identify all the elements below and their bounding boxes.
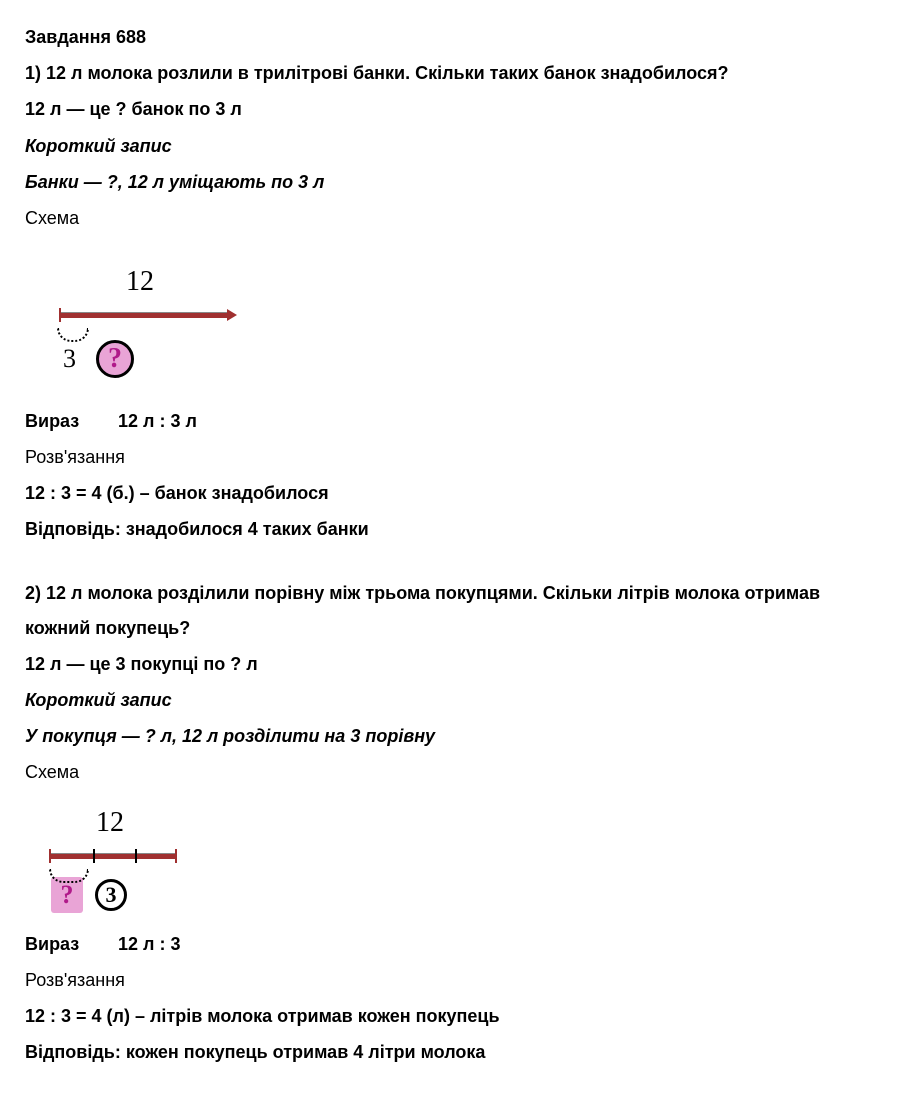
p1-diagram: 12 3 ? — [55, 255, 889, 384]
p1-line2: 12 л — це ? банок по 3 л — [25, 92, 889, 126]
p1-scheme-label: Схема — [25, 201, 889, 235]
task-title: Завдання 688 — [25, 20, 889, 54]
p1-expr: Вираз 12 л : 3 л — [25, 404, 889, 438]
p2-line2: 12 л — це 3 покупці по ? л — [25, 647, 889, 681]
p1-diagram-bar — [55, 306, 245, 330]
p2-answer: Відповідь: кожен покупець отримав 4 літр… — [25, 1035, 889, 1069]
p1-diagram-qmark-icon: ? — [96, 340, 134, 378]
p1-short-text: Банки — ?, 12 л уміщають по 3 л — [25, 165, 889, 199]
p1-prompt: 1) 12 л молока розлили в трилітрові банк… — [25, 56, 889, 90]
p2-diagram-total: 12 — [45, 796, 175, 849]
p2-solve: 12 : 3 = 4 (л) – літрів молока отримав к… — [25, 999, 889, 1033]
p1-short-label: Короткий запис — [25, 129, 889, 163]
p2-solve-label: Розв'язання — [25, 963, 889, 997]
p1-solve: 12 : 3 = 4 (б.) – банок знадобилося — [25, 476, 889, 510]
p1-diagram-total: 12 — [55, 255, 225, 308]
p2-short-text: У покупця — ? л, 12 л розділити на 3 пор… — [25, 719, 889, 753]
p1-solve-label: Розв'язання — [25, 440, 889, 474]
p2-scheme-label: Схема — [25, 755, 889, 789]
p2-short-label: Короткий запис — [25, 683, 889, 717]
p1-answer: Відповідь: знадобилося 4 таких банки — [25, 512, 889, 546]
p2-expr: Вираз 12 л : 3 — [25, 927, 889, 961]
p2-prompt: 2) 12 л молока розділили порівну між трь… — [25, 576, 889, 644]
p2-diagram-bar — [45, 847, 195, 871]
p2-diagram-count-icon: 3 — [95, 879, 127, 911]
p2-diagram: 12 ? 3 — [45, 796, 889, 913]
